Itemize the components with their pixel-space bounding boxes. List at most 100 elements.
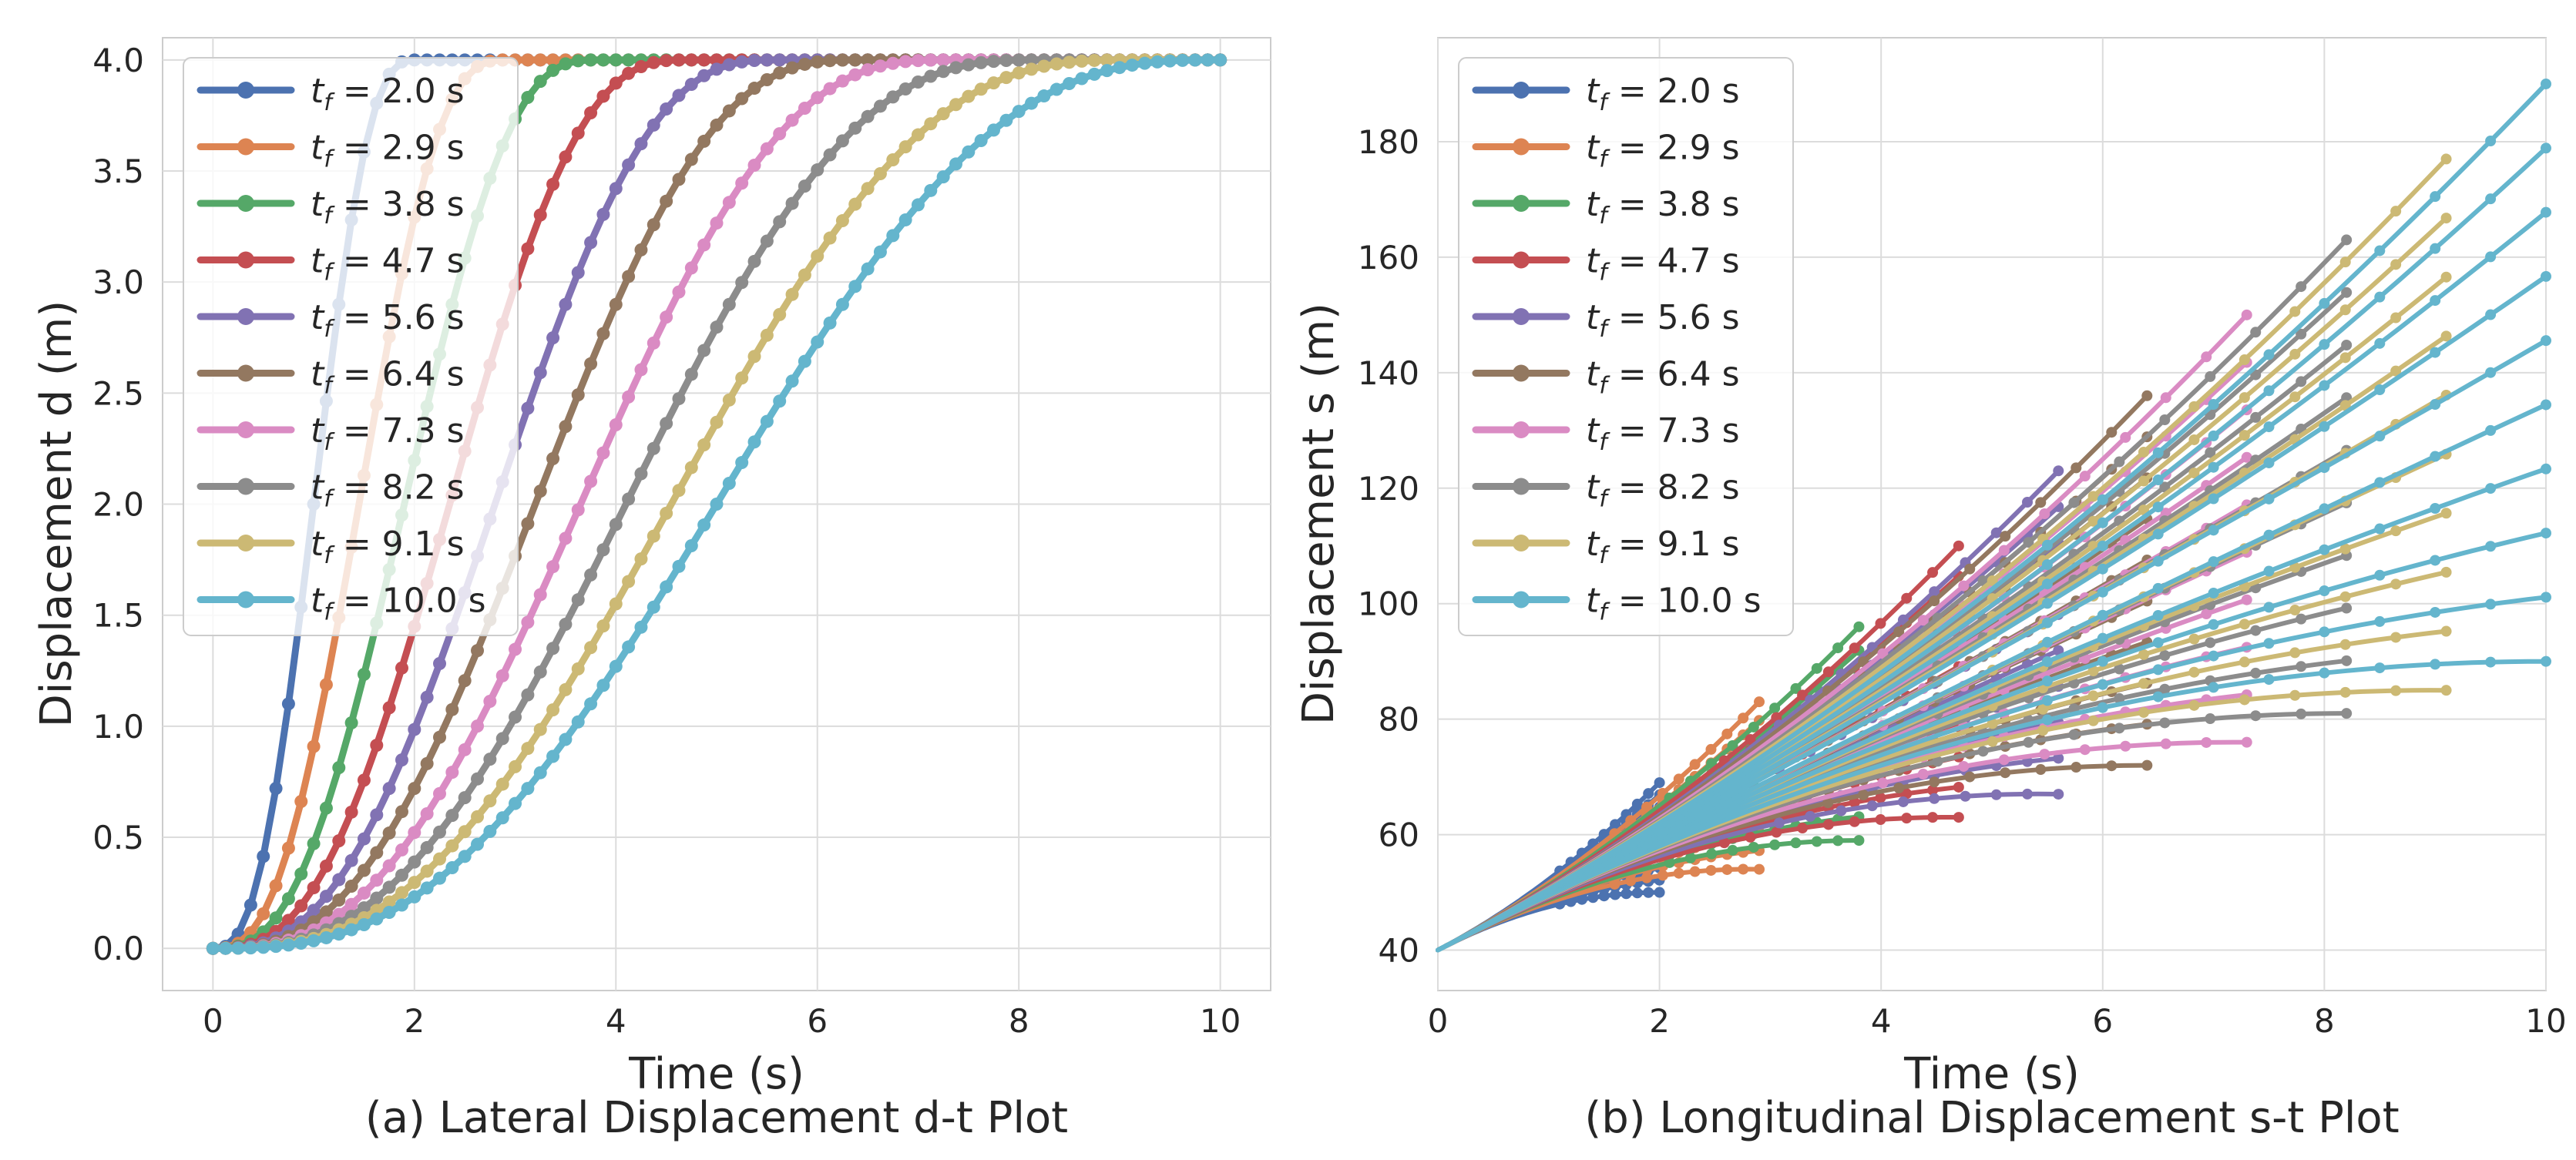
data-point xyxy=(2241,309,2252,320)
legend-equals: = xyxy=(332,411,382,451)
data-point xyxy=(2263,349,2275,360)
data-point xyxy=(1075,54,1089,68)
data-point xyxy=(382,895,396,909)
data-point xyxy=(798,57,811,71)
data-point xyxy=(2106,427,2118,438)
data-point xyxy=(1958,580,1970,592)
legend-equals: = xyxy=(1607,242,1657,281)
data-point xyxy=(521,782,535,796)
data-point xyxy=(1858,790,1869,801)
data-point xyxy=(2341,340,2353,351)
data-point xyxy=(848,280,862,293)
data-point xyxy=(2390,365,2402,377)
data-point xyxy=(2319,585,2330,597)
data-point xyxy=(2097,517,2108,528)
data-point xyxy=(710,53,724,67)
data-point xyxy=(835,297,849,311)
data-point xyxy=(873,167,887,181)
data-point xyxy=(243,941,257,955)
data-point xyxy=(886,56,900,70)
x-tick-label: 2 xyxy=(404,1002,425,1040)
data-point xyxy=(697,344,711,357)
legend-unit: s xyxy=(436,525,465,564)
data-point xyxy=(1754,696,1765,708)
data-point xyxy=(2541,592,2551,603)
data-point xyxy=(2039,749,2050,760)
data-point xyxy=(848,121,862,135)
data-point xyxy=(2188,666,2200,678)
data-point xyxy=(1811,662,1822,674)
data-point xyxy=(2152,610,2164,622)
data-point xyxy=(1893,626,1905,638)
data-point xyxy=(811,91,825,105)
data-point xyxy=(835,53,849,67)
data-point xyxy=(1960,790,1971,802)
data-point xyxy=(2341,234,2353,246)
data-point xyxy=(2374,662,2386,674)
data-point xyxy=(1050,57,1063,71)
y-tick-label: 60 xyxy=(1379,816,1419,854)
legend-marker xyxy=(1513,478,1530,495)
y-tick-label: 140 xyxy=(1358,354,1419,392)
data-point xyxy=(357,918,371,932)
legend-item: tf = 10.0 s xyxy=(196,582,486,626)
x-tick-label: 2 xyxy=(1649,1002,1670,1040)
data-point xyxy=(823,54,837,68)
data-point xyxy=(647,55,660,69)
data-point xyxy=(408,722,421,736)
data-point xyxy=(634,363,648,377)
legend-value: 9.1 xyxy=(1657,525,1711,564)
legend-value: 4.7 xyxy=(382,242,436,281)
data-point xyxy=(458,825,472,839)
data-point xyxy=(332,873,346,887)
data-point xyxy=(622,270,636,283)
data-point xyxy=(2160,392,2171,404)
legend-a: tf = 2.0 s tf = 2.9 s tf = 3.8 s tf = 4.7 s… xyxy=(183,57,519,636)
data-point xyxy=(269,911,283,925)
legend-item: tf = 5.6 s xyxy=(196,298,465,343)
data-point xyxy=(521,742,535,756)
legend-value: 10.0 xyxy=(382,582,458,621)
data-point xyxy=(873,59,887,73)
data-point xyxy=(672,392,686,406)
data-point xyxy=(1050,82,1063,96)
legend-symbol: t xyxy=(311,355,325,394)
data-point xyxy=(2159,683,2171,695)
data-point xyxy=(458,674,472,688)
data-point xyxy=(596,543,610,557)
legend-equals: = xyxy=(332,185,382,224)
data-point xyxy=(2068,497,2080,508)
data-point xyxy=(2201,608,2212,620)
y-tick-label: 4.0 xyxy=(92,42,144,79)
data-point xyxy=(634,467,648,481)
legend-symbol: t xyxy=(311,525,325,564)
legend-value: 7.3 xyxy=(382,411,436,451)
data-point xyxy=(2079,744,2091,756)
data-point xyxy=(1797,689,1809,701)
data-point xyxy=(2023,736,2034,748)
data-point xyxy=(672,559,686,573)
data-point xyxy=(2138,446,2150,458)
data-point xyxy=(987,55,1000,69)
data-point xyxy=(1929,793,1940,804)
data-point xyxy=(622,640,636,654)
legend-equals: = xyxy=(1607,72,1657,111)
data-point xyxy=(2250,710,2262,722)
data-point xyxy=(747,254,761,268)
data-point xyxy=(747,54,761,68)
data-point xyxy=(2339,591,2351,602)
data-point xyxy=(332,834,346,848)
legend-marker xyxy=(1513,251,1530,269)
data-point xyxy=(2430,503,2441,515)
data-point xyxy=(1705,743,1717,755)
data-point xyxy=(1769,702,1781,714)
legend-equals: = xyxy=(1607,582,1657,621)
data-point xyxy=(609,182,623,196)
data-point xyxy=(2120,431,2131,443)
x-ticks-a: 0 2 4 6 8 10 xyxy=(203,1002,1241,1040)
legend-equals: = xyxy=(332,582,382,621)
data-point xyxy=(735,92,749,106)
legend-value: 2.0 xyxy=(382,72,436,111)
data-point xyxy=(307,934,321,947)
data-point xyxy=(2250,327,2262,338)
